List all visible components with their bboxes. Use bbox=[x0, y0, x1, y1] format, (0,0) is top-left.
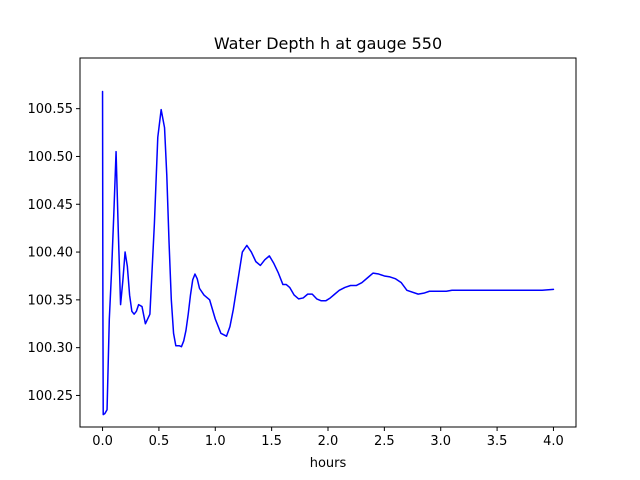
x-axis-label: hours bbox=[310, 456, 347, 471]
y-tick-label: 100.35 bbox=[28, 293, 74, 308]
x-tick-label: 0.0 bbox=[92, 434, 113, 449]
y-tick-label: 100.50 bbox=[28, 150, 74, 165]
chart-title: Water Depth h at gauge 550 bbox=[214, 34, 442, 53]
y-tick-label: 100.40 bbox=[28, 246, 74, 261]
x-tick-label: 3.0 bbox=[430, 434, 451, 449]
x-tick-label: 3.5 bbox=[487, 434, 508, 449]
plot-area bbox=[101, 90, 555, 416]
y-tick-label: 100.55 bbox=[28, 102, 74, 117]
x-tick-label: 1.5 bbox=[261, 434, 282, 449]
y-tick-label: 100.45 bbox=[28, 198, 74, 213]
y-tick-label: 100.30 bbox=[28, 341, 74, 356]
x-tick-label: 0.5 bbox=[149, 434, 170, 449]
y-tick-label: 100.25 bbox=[28, 389, 74, 404]
y-axis: 100.25 100.30 100.35 100.40 100.45 100.50 100.… bbox=[28, 102, 80, 404]
x-tick-label: 1.0 bbox=[205, 434, 226, 449]
x-tick-label: 2.5 bbox=[374, 434, 395, 449]
x-tick-label: 4.0 bbox=[543, 434, 564, 449]
x-axis: 0.0 0.5 1.0 1.5 2.0 2.5 3.0 3.5 4.0 bbox=[92, 427, 564, 449]
series-line-0 bbox=[101, 90, 555, 416]
x-tick-label: 2.0 bbox=[318, 434, 339, 449]
